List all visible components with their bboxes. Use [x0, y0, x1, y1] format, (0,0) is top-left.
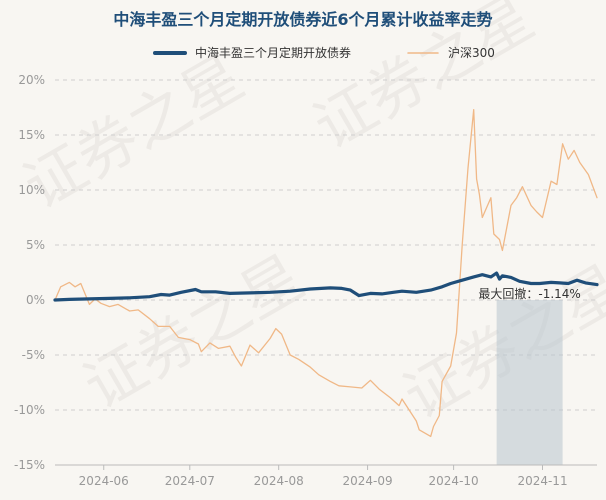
x-tick-label: 2024-09: [343, 474, 393, 488]
watermark-text: 证券之星: [73, 242, 316, 423]
x-tick-label: 2024-08: [254, 474, 304, 488]
series-line-csi300: [54, 109, 598, 438]
series-line-fund: [53, 271, 599, 302]
x-tick-label: 2024-11: [517, 474, 567, 488]
y-tick-label: 10%: [18, 183, 45, 197]
x-axis: 2024-06 2024-07 2024-08 2024-09 2024-10 2024-…: [55, 464, 597, 488]
chart-title: 中海丰盈三个月定期开放债券近6个月累计收益率走势: [113, 10, 492, 29]
y-tick-label: 0%: [26, 293, 45, 307]
y-tick-label: -10%: [14, 403, 45, 417]
y-tick-label: -5%: [22, 348, 45, 362]
y-tick-label: 20%: [18, 73, 45, 87]
y-tick-label: 5%: [26, 238, 45, 252]
y-axis: 20% 15% 10% 5% 0% -5% -10% -15%: [14, 73, 45, 472]
max-drawdown-label: 最大回撤：-1.14%: [478, 286, 580, 301]
x-tick-label: 2024-07: [165, 474, 215, 488]
x-tick-label: 2024-10: [429, 474, 479, 488]
legend: 中海丰盈三个月定期开放债券 沪深300: [153, 45, 495, 60]
y-tick-label: -15%: [14, 458, 45, 472]
watermark-text: 证券之星: [13, 42, 256, 223]
drawdown-shade: [496, 300, 563, 465]
x-tick-label: 2024-06: [79, 474, 129, 488]
y-tick-label: 15%: [18, 128, 45, 142]
series-lines: [53, 109, 599, 438]
legend-label-1: 中海丰盈三个月定期开放债券: [195, 45, 351, 60]
drawdown-region: [496, 300, 563, 465]
annotations: 最大回撤：-1.14%: [478, 286, 580, 301]
legend-label-2: 沪深300: [448, 46, 495, 60]
